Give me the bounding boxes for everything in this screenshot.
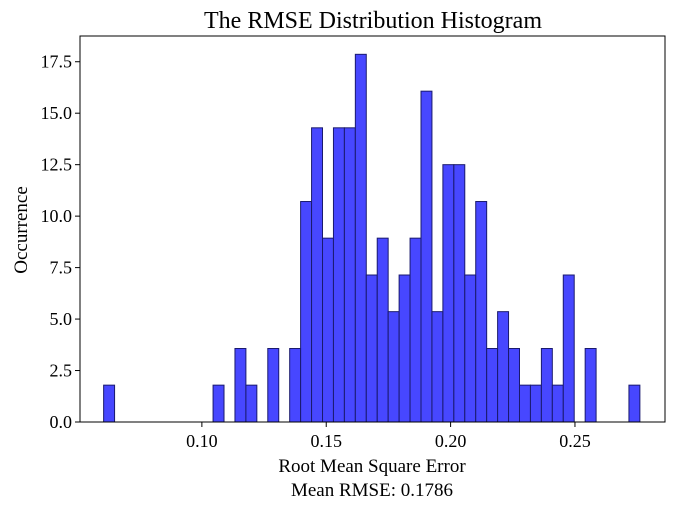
histogram-bar	[354, 53, 367, 423]
histogram-bar	[398, 274, 411, 423]
y-axis-ticks: 0.0 2.5 5.0 7.5 10.0 12.5 15.0 17.5	[41, 52, 80, 432]
histogram-bar	[551, 384, 564, 423]
histogram-bar	[365, 274, 378, 423]
x-tick-label: 0.20	[435, 431, 467, 451]
histogram-bar	[267, 348, 280, 423]
histogram-bar	[387, 311, 400, 423]
histogram-bar	[540, 348, 553, 423]
y-tick-label: 2.5	[50, 361, 73, 381]
y-tick-label: 15.0	[41, 103, 73, 123]
histogram-bar	[431, 311, 444, 423]
x-axis-ticks: 0.10 0.15 0.20 0.25	[186, 422, 591, 451]
chart-title: The RMSE Distribution Histogram	[204, 8, 542, 34]
x-axis-label: Root Mean Square Error	[278, 456, 466, 477]
histogram-bar	[508, 348, 520, 423]
y-tick-label: 10.0	[41, 206, 73, 226]
histogram-bar	[420, 90, 433, 423]
histogram-bar	[245, 384, 258, 423]
histogram-bar	[322, 237, 334, 423]
y-tick-label: 17.5	[41, 52, 73, 72]
histogram-bar	[300, 201, 313, 423]
x-tick-label: 0.10	[186, 431, 218, 451]
plot-frame	[79, 35, 666, 423]
histogram-bar	[409, 237, 422, 423]
histogram-bar	[103, 384, 116, 423]
histogram-bar	[584, 348, 597, 423]
histogram-bar	[529, 384, 542, 423]
y-axis-label: Occurrence	[11, 186, 32, 274]
histogram-bar	[518, 384, 531, 423]
histogram-bar	[442, 164, 455, 423]
x-axis-sublabel: Mean RMSE: 0.1786	[291, 480, 453, 501]
y-tick-label: 12.5	[41, 155, 73, 175]
histogram-bar	[628, 384, 641, 423]
histogram-bar	[453, 164, 466, 423]
y-tick-label: 5.0	[50, 309, 73, 329]
histogram-bar	[376, 237, 389, 423]
histogram-bar	[562, 274, 575, 423]
histogram-bar	[289, 348, 302, 423]
y-tick-label: 0.0	[50, 412, 73, 432]
histogram-bar	[475, 201, 488, 423]
histogram-bar	[311, 127, 324, 423]
histogram-bars	[103, 53, 641, 423]
histogram-bar	[486, 348, 499, 423]
x-tick-label: 0.25	[559, 431, 591, 451]
histogram-bar	[343, 127, 356, 423]
histogram-bar	[234, 348, 247, 423]
histogram-bar	[212, 384, 225, 423]
x-tick-label: 0.15	[310, 431, 342, 451]
histogram-bar	[464, 274, 477, 423]
y-tick-label: 7.5	[50, 258, 73, 278]
histogram-bar	[332, 127, 345, 423]
histogram-bar	[497, 311, 510, 423]
